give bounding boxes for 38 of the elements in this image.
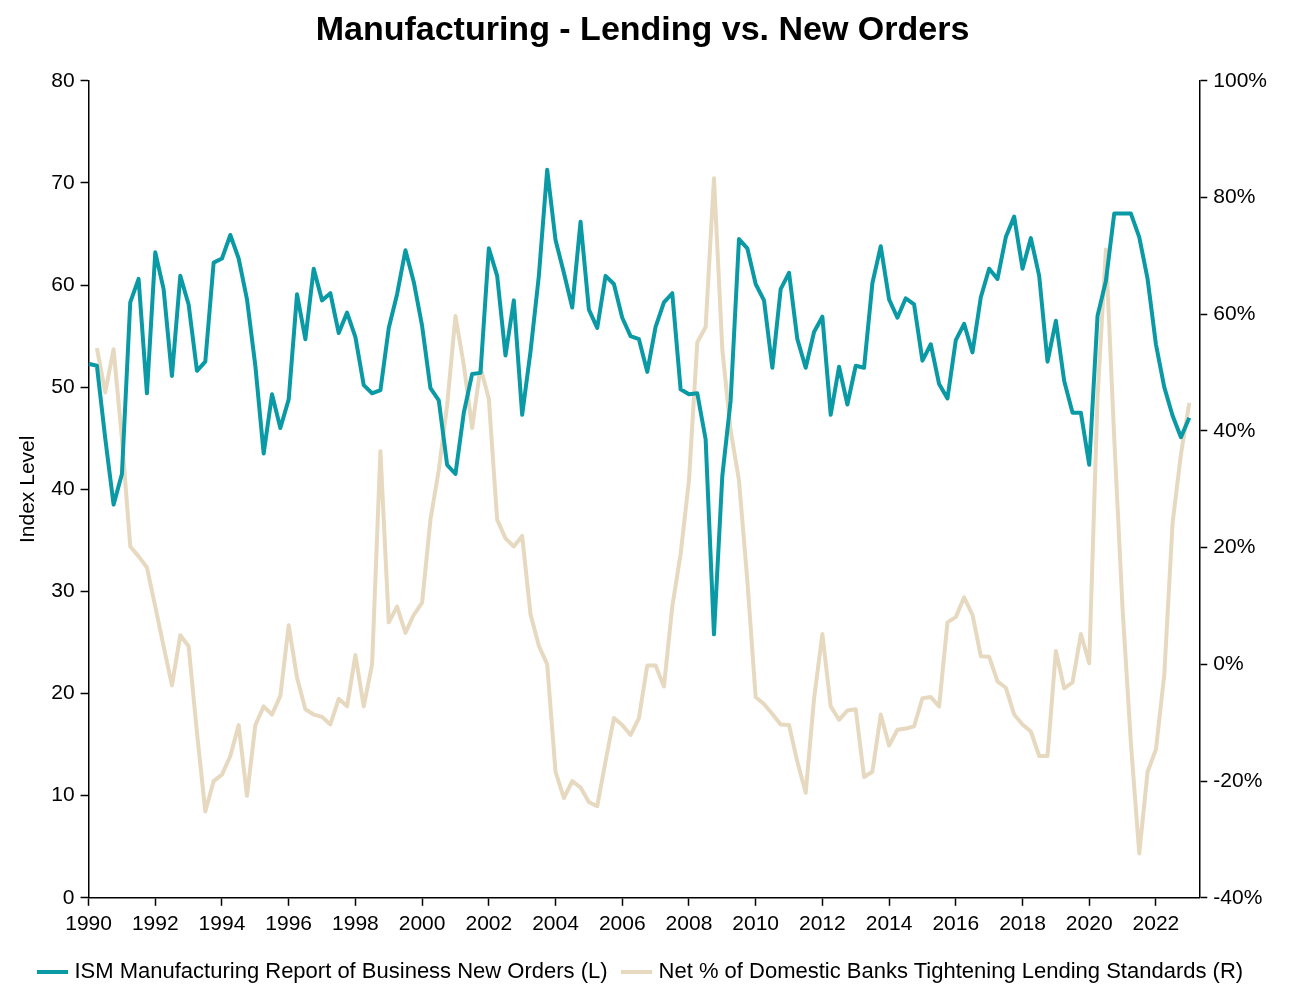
x-tick-label: 2010 — [732, 911, 780, 935]
y-tick-label: 0 — [62, 884, 75, 908]
x-tick-label: 2012 — [799, 911, 846, 935]
x-tick-label: 2002 — [465, 911, 513, 935]
y2-tick-label: 60% — [1213, 301, 1256, 325]
x-tick-label: 2020 — [1065, 911, 1113, 935]
y2-tick-label: -20% — [1213, 767, 1263, 791]
y2-tick-label: -40% — [1213, 884, 1263, 908]
x-tick-label: 2022 — [1132, 911, 1180, 935]
y-tick-label: 30 — [51, 578, 75, 602]
x-tick-label: 2008 — [665, 911, 713, 935]
y-tick-label: 50 — [51, 373, 75, 397]
y2-tick-label: 0% — [1213, 651, 1244, 675]
x-tick-label: 1998 — [332, 911, 379, 935]
y2-tick-label: 40% — [1213, 417, 1256, 441]
y-tick-label: 20 — [51, 680, 75, 704]
y-tick-label: 10 — [51, 782, 75, 806]
chart-title: Manufacturing - Lending vs. New Orders — [315, 8, 970, 47]
y-tick-label: 80 — [51, 67, 75, 91]
y-tick-label: 60 — [51, 271, 75, 295]
y2-tick-label: 80% — [1213, 184, 1256, 208]
legend-label: Net % of Domestic Banks Tightening Lending Standards (R) — [658, 958, 1244, 984]
y2-tick-label: 100% — [1213, 67, 1268, 91]
y-tick-label: 70 — [51, 169, 75, 193]
legend-label: ISM Manufacturing Report of Business New Orders (L) — [74, 958, 608, 984]
x-tick-label: 2014 — [865, 911, 913, 935]
x-tick-label: 2016 — [932, 911, 980, 935]
x-tick-label: 1994 — [198, 911, 246, 935]
x-tick-label: 1992 — [131, 911, 179, 935]
x-tick-label: 1996 — [265, 911, 313, 935]
y2-tick-label: 20% — [1213, 534, 1256, 558]
x-tick-label: 1990 — [65, 911, 112, 935]
x-tick-label: 2000 — [398, 911, 446, 935]
y-axis-title: Index Level — [15, 435, 39, 544]
x-tick-label: 2006 — [598, 911, 646, 935]
y-tick-label: 40 — [51, 476, 75, 500]
x-tick-label: 2004 — [532, 911, 580, 935]
x-tick-label: 2018 — [999, 911, 1046, 935]
